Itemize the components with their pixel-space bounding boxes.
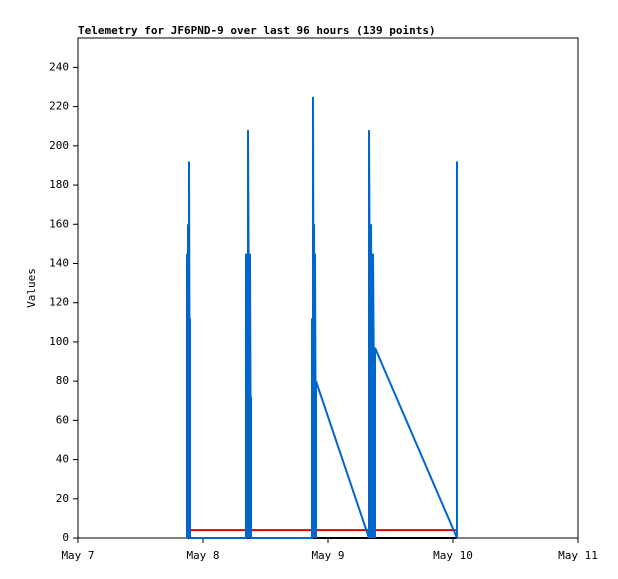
y-tick-label: 40 [56,453,69,466]
y-tick-label: 80 [56,374,69,387]
y-axis-label: Values [25,268,38,308]
y-tick-label: 0 [62,531,69,544]
y-tick-label: 160 [49,217,69,230]
x-tick-label: May 7 [61,549,94,562]
x-tick-label: May 11 [558,549,598,562]
x-tick-label: May 8 [186,549,219,562]
y-tick-label: 100 [49,335,69,348]
x-tick-label: May 10 [433,549,473,562]
chart-title: Telemetry for JF6PND-9 over last 96 hour… [78,24,436,37]
series-line [186,96,458,539]
y-tick-label: 20 [56,492,69,505]
y-tick-label: 140 [49,256,69,269]
y-tick-label: 200 [49,139,69,152]
x-tick-label: May 9 [311,549,344,562]
plot-frame [77,37,579,539]
y-tick-label: 240 [49,60,69,73]
y-tick-label: 220 [49,100,69,113]
y-tick-label: 180 [49,178,69,191]
y-tick-label: 60 [56,413,69,426]
y-tick-label: 120 [49,296,69,309]
